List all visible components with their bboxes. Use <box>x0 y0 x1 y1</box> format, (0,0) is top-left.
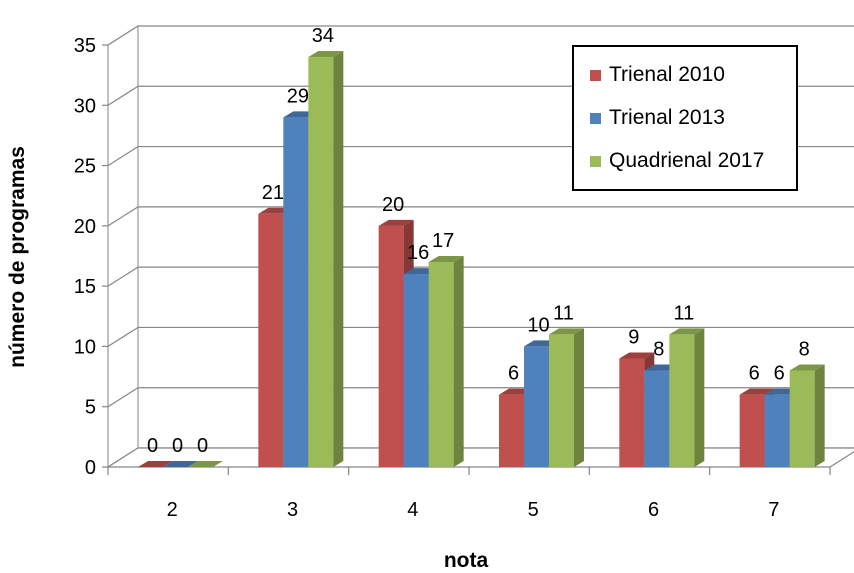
bar-top <box>669 328 705 335</box>
bar-top <box>138 461 173 467</box>
x-tick-label: 6 <box>648 499 659 521</box>
y-tick-label: 35 <box>74 35 96 57</box>
bar-front <box>669 334 695 467</box>
data-label: 6 <box>774 363 785 385</box>
data-label: 17 <box>432 230 454 252</box>
data-label: 21 <box>262 182 284 204</box>
bar-front <box>308 57 334 468</box>
y-tick-label: 0 <box>85 457 96 479</box>
legend-item-quadrienal-2017: Quadrienal 2017 <box>590 149 765 172</box>
y-tick-label: 20 <box>74 216 96 238</box>
legend-swatch-trienal-2013 <box>590 112 601 124</box>
bar-side <box>453 256 464 467</box>
data-label: 34 <box>312 25 334 47</box>
data-label: 9 <box>628 326 639 348</box>
side-wall <box>107 25 139 468</box>
gridline <box>107 387 854 408</box>
bar-top <box>619 352 655 359</box>
bar-front <box>789 370 815 467</box>
legend-item-trienal-2010: Trienal 2010 <box>590 63 725 86</box>
bar <box>549 328 584 467</box>
bar-front <box>428 262 454 467</box>
bar <box>789 364 825 467</box>
bar-top <box>549 328 584 335</box>
legend: Trienal 2010 Trienal 2013 Quadrienal 201… <box>572 45 798 191</box>
bar-side <box>574 328 584 467</box>
bar-side <box>814 364 825 467</box>
gridline <box>107 25 854 46</box>
bar <box>308 51 344 468</box>
x-axis-ticks: 2 3 4 5 6 7 <box>107 467 831 521</box>
y-tick-label: 5 <box>85 397 96 419</box>
bar-top <box>188 461 223 467</box>
x-tick-label: 5 <box>528 499 539 521</box>
x-tick-label: 7 <box>768 499 779 521</box>
bar-top <box>428 256 464 263</box>
legend-item-trienal-2013: Trienal 2013 <box>590 106 725 129</box>
legend-label-quadrienal-2017: Quadrienal 2017 <box>609 149 765 172</box>
legend-label-trienal-2013: Trienal 2013 <box>609 106 725 129</box>
y-axis-ticks: 0 5 10 15 20 25 30 35 <box>74 35 108 479</box>
bar-front <box>499 394 524 467</box>
data-label: 20 <box>382 194 404 216</box>
data-label: 0 <box>172 435 183 457</box>
data-label: 10 <box>527 314 549 336</box>
bars <box>138 51 825 468</box>
bar-top <box>739 388 775 395</box>
data-label: 29 <box>287 85 309 107</box>
bar-side <box>694 328 705 467</box>
data-label: 6 <box>508 363 519 385</box>
data-label: 0 <box>197 435 208 457</box>
bar <box>188 461 223 467</box>
y-tick-label: 15 <box>74 276 96 298</box>
x-axis-title: nota <box>444 549 489 572</box>
data-label: 11 <box>673 302 694 324</box>
bar-top <box>163 461 198 467</box>
bar-front <box>283 117 309 467</box>
bar-front <box>619 358 645 467</box>
bar-front <box>378 225 404 467</box>
y-tick-label: 25 <box>74 156 96 178</box>
bar-front <box>403 274 429 467</box>
x-tick-label: 2 <box>167 499 178 521</box>
gridline <box>107 206 854 227</box>
gridline <box>107 266 854 287</box>
y-axis-title: número de programas <box>6 146 29 368</box>
bar <box>669 328 705 467</box>
legend-swatch-quadrienal-2017 <box>590 155 601 167</box>
legend-swatch-trienal-2010 <box>590 69 601 81</box>
bar-top <box>378 219 414 226</box>
bar-front <box>549 334 574 467</box>
bar-front <box>258 213 284 467</box>
legend-label-trienal-2010: Trienal 2010 <box>609 63 725 86</box>
bar <box>428 256 464 467</box>
bar-front <box>524 346 549 467</box>
bar-front <box>644 370 670 467</box>
data-label: 0 <box>147 435 158 457</box>
data-label: 16 <box>407 242 429 264</box>
bar-top <box>308 51 344 58</box>
bar-top <box>789 364 825 371</box>
y-tick-label: 10 <box>74 336 96 358</box>
x-tick-label: 3 <box>287 499 298 521</box>
y-tick-label: 30 <box>74 95 96 117</box>
x-tick-label: 4 <box>407 499 418 521</box>
gridline <box>107 326 854 347</box>
data-label: 8 <box>653 339 664 361</box>
bar-side <box>333 51 344 468</box>
bar-front <box>764 394 790 467</box>
bar <box>138 461 173 467</box>
data-label: 11 <box>553 302 574 324</box>
bar <box>163 461 198 467</box>
data-label: 6 <box>749 363 760 385</box>
data-label: 8 <box>799 339 810 361</box>
bar-front <box>739 394 765 467</box>
